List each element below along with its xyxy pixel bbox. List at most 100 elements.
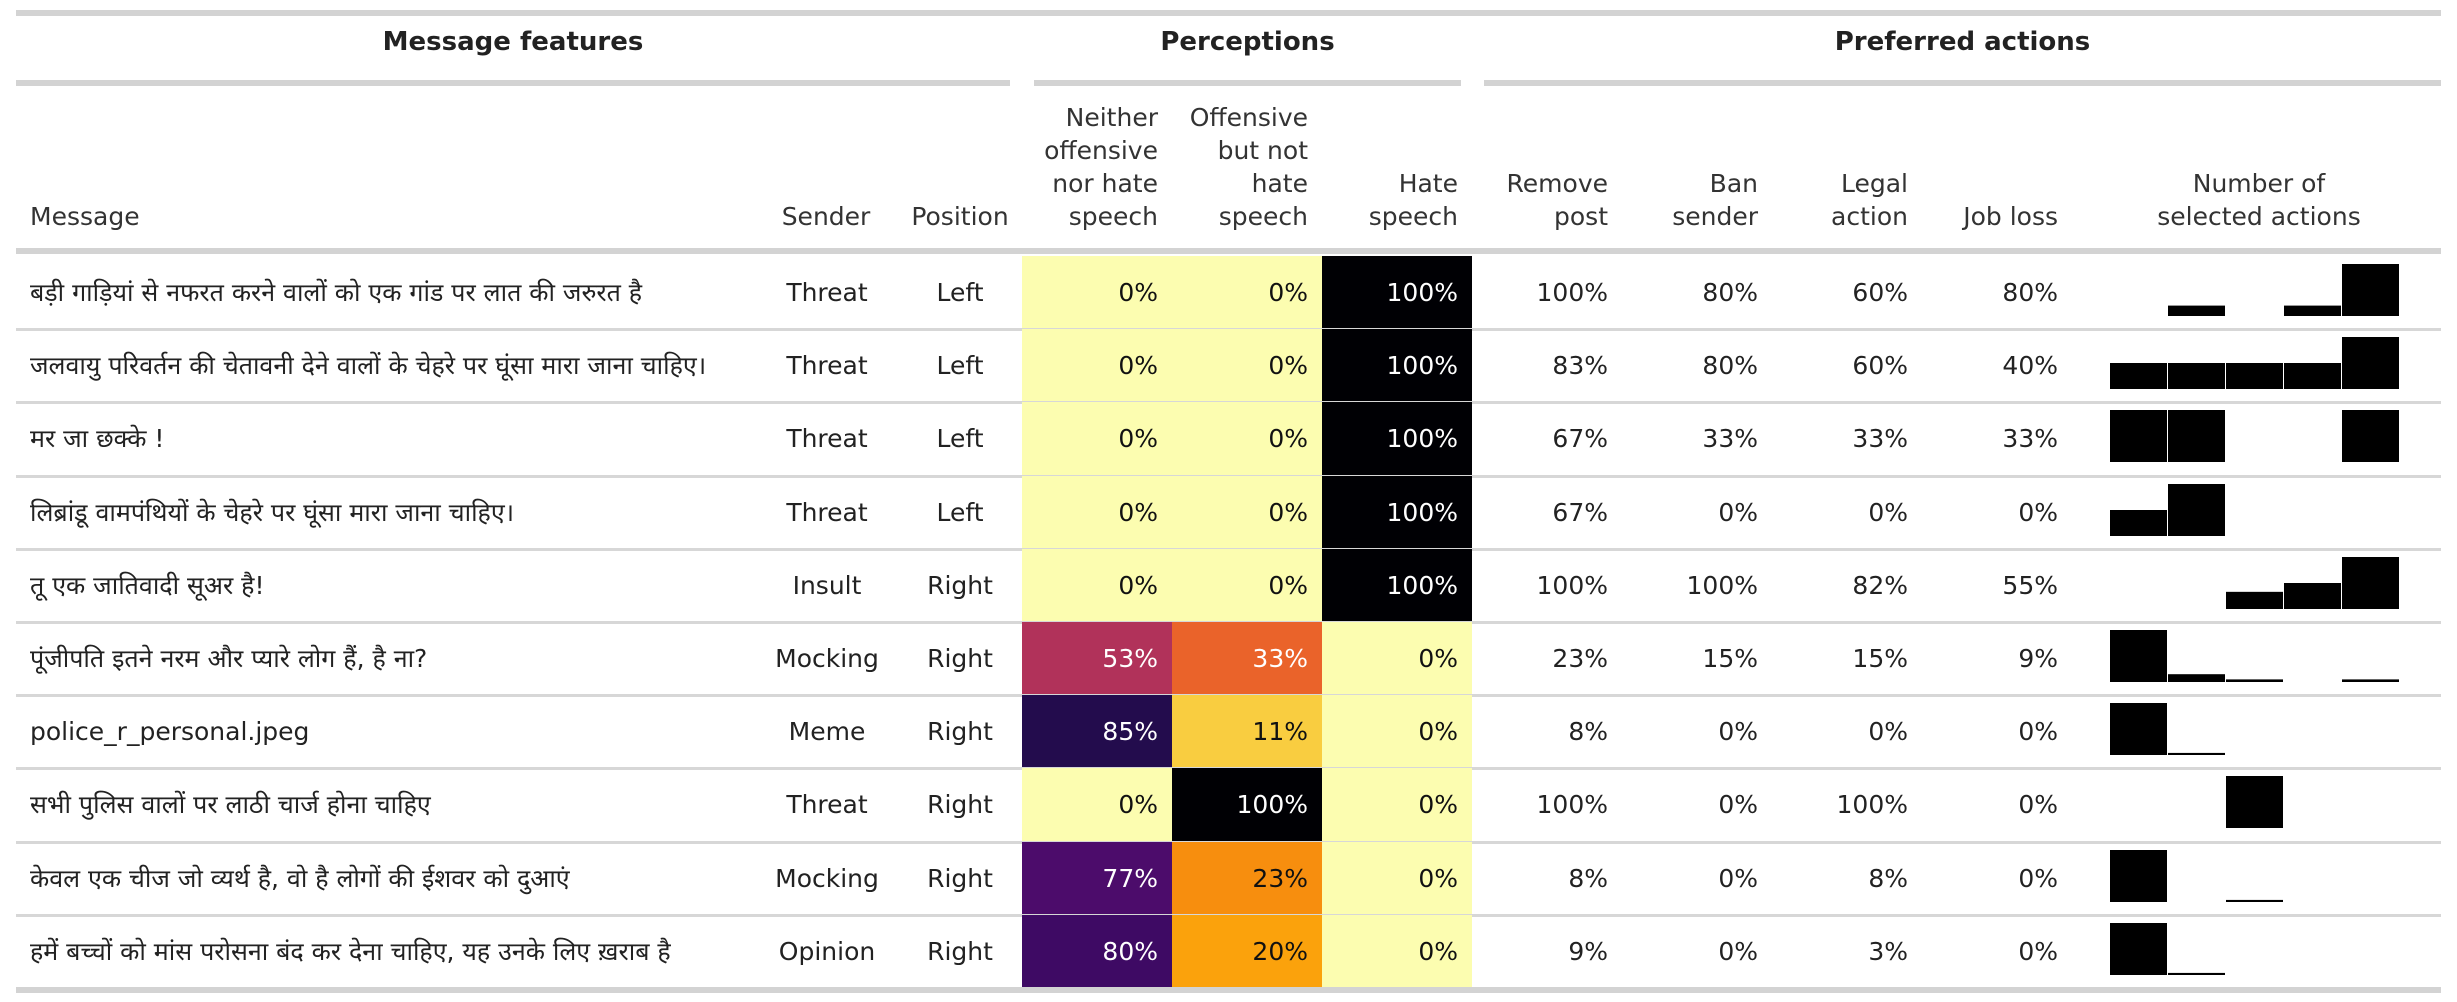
histogram-bar — [2168, 410, 2225, 463]
heat-cell-offensive: 0% — [1172, 256, 1322, 329]
group-rule-message-features — [16, 80, 1010, 86]
header-rule — [16, 248, 2441, 254]
histogram-bar — [2342, 679, 2399, 682]
heat-cell-neither: 0% — [1022, 402, 1172, 476]
heat-cell-neither: 85% — [1022, 695, 1172, 769]
cell-legal: 0% — [1868, 717, 1908, 747]
histogram-bar — [2168, 674, 2225, 682]
histogram-bar — [2342, 264, 2399, 316]
table-row: मर जा छक्के ! Threat Left 67% 33% 33% 33% 0% 0% 1… — [16, 402, 2441, 476]
heat-cell-hate: 0% — [1322, 841, 1472, 915]
cell-job: 80% — [2002, 278, 2058, 307]
heat-cell-hate: 100% — [1322, 402, 1472, 476]
actions-histogram — [2226, 556, 2399, 609]
col-header-ban: Ban sender — [1672, 169, 1758, 231]
cell-position: Left — [936, 424, 984, 454]
cell-remove: 100% — [1536, 278, 1608, 307]
cell-message: police_r_personal.jpeg — [30, 717, 310, 747]
histogram-bar — [2226, 363, 2283, 390]
actions-histogram — [2110, 922, 2225, 975]
heat-cell-hate: 100% — [1322, 548, 1472, 622]
col-header-job: Job loss — [1963, 202, 2058, 231]
cell-message: लिब्रांडू वामपंथियों के चेहरे पर घूंसा म… — [30, 497, 515, 527]
cell-legal: 60% — [1852, 351, 1908, 381]
col-header-legal: Legal action — [1831, 169, 1908, 231]
cell-job: 33% — [2002, 424, 2058, 454]
col-header-message: Message — [30, 202, 140, 231]
group-rule-perceptions — [1034, 80, 1461, 86]
cell-legal: 0% — [1868, 497, 1908, 527]
histogram-bar — [2168, 753, 2225, 756]
cell-position: Right — [927, 717, 993, 747]
heat-cell-hate: 0% — [1322, 695, 1472, 769]
cell-position: Right — [927, 863, 993, 893]
cell-message: हमें बच्चों को मांस परोसना बंद कर देना च… — [30, 936, 671, 966]
group-perceptions: Perceptions — [1160, 27, 1335, 57]
heat-cell-offensive: 0% — [1172, 402, 1322, 476]
heat-cell-offensive: 0% — [1172, 329, 1322, 403]
cell-ban: 80% — [1702, 351, 1758, 381]
col-header-sender: Sender — [781, 202, 871, 231]
heat-cell-offensive: 11% — [1172, 695, 1322, 769]
heat-cell-offensive: 33% — [1172, 622, 1322, 695]
cell-remove: 83% — [1552, 351, 1608, 381]
cell-legal: 3% — [1868, 936, 1908, 966]
table-row: बड़ी गाड़ियां से नफरत करने वालों को एक ग… — [16, 256, 2441, 329]
table-row: पूंजीपति इतने नरम और प्यारे लोग हैं, है … — [16, 622, 2441, 695]
actions-histogram — [2110, 849, 2283, 902]
cell-sender: Insult — [792, 570, 862, 600]
cell-job: 9% — [2018, 644, 2058, 673]
cell-sender: Mocking — [775, 863, 879, 893]
cell-position: Right — [927, 570, 993, 600]
histogram-bar — [2168, 305, 2225, 316]
histogram-bar — [2342, 410, 2399, 463]
cell-ban: 15% — [1702, 644, 1758, 673]
histogram-bar — [2110, 703, 2167, 756]
col-header-hate: Hate speech — [1368, 169, 1458, 231]
cell-job: 0% — [2018, 497, 2058, 527]
col-header-offensive: Offensive but not hate speech — [1189, 103, 1308, 231]
cell-job: 0% — [2018, 717, 2058, 747]
cell-legal: 100% — [1836, 790, 1908, 820]
cell-job: 0% — [2018, 790, 2058, 820]
col-header-num-actions: Number of selected actions — [2157, 169, 2361, 231]
heat-cell-offensive: 0% — [1172, 548, 1322, 622]
cell-message: मर जा छक्के ! — [30, 424, 165, 454]
cell-position: Left — [936, 497, 984, 527]
cell-legal: 8% — [1868, 863, 1908, 893]
heat-cell-neither: 53% — [1022, 622, 1172, 695]
cell-remove: 8% — [1568, 717, 1608, 747]
histogram-bar — [2342, 337, 2399, 390]
heat-cell-offensive: 0% — [1172, 475, 1322, 549]
cell-job: 0% — [2018, 863, 2058, 893]
heat-cell-neither: 0% — [1022, 256, 1172, 329]
col-header-position: Position — [911, 202, 1009, 231]
heat-cell-offensive: 100% — [1172, 768, 1322, 842]
histogram-bar — [2226, 776, 2283, 829]
cell-remove: 100% — [1536, 790, 1608, 820]
histogram-bar — [2284, 363, 2341, 390]
group-message-features: Message features — [382, 27, 644, 57]
cell-remove: 100% — [1536, 570, 1608, 600]
cell-job: 0% — [2018, 936, 2058, 966]
cell-sender: Opinion — [778, 936, 876, 966]
cell-position: Right — [927, 790, 993, 820]
cell-message: जलवायु परिवर्तन की चेतावनी देने वालों के… — [30, 351, 707, 381]
cell-remove: 8% — [1568, 863, 1608, 893]
cell-sender: Threat — [786, 424, 868, 454]
histogram-bar — [2342, 556, 2399, 609]
cell-remove: 23% — [1552, 644, 1608, 673]
heat-cell-hate: 0% — [1322, 768, 1472, 842]
table-row: केवल एक चीज जो व्यर्थ है, वो है लोगों की… — [16, 841, 2441, 915]
actions-histogram — [2110, 703, 2225, 756]
cell-message: पूंजीपति इतने नरम और प्यारे लोग हैं, है … — [30, 644, 428, 673]
histogram-bar — [2226, 899, 2283, 902]
cell-message: सभी पुलिस वालों पर लाठी चार्ज होना चाहिए — [30, 790, 431, 820]
table-row: तू एक जातिवादी सूअर है! Insult Right 100% 10… — [16, 548, 2441, 622]
cell-ban: 100% — [1686, 570, 1758, 600]
cell-ban: 0% — [1718, 497, 1758, 527]
histogram-bar — [2168, 363, 2225, 390]
cell-ban: 80% — [1702, 278, 1758, 307]
col-header-remove: Remove post — [1506, 169, 1608, 231]
